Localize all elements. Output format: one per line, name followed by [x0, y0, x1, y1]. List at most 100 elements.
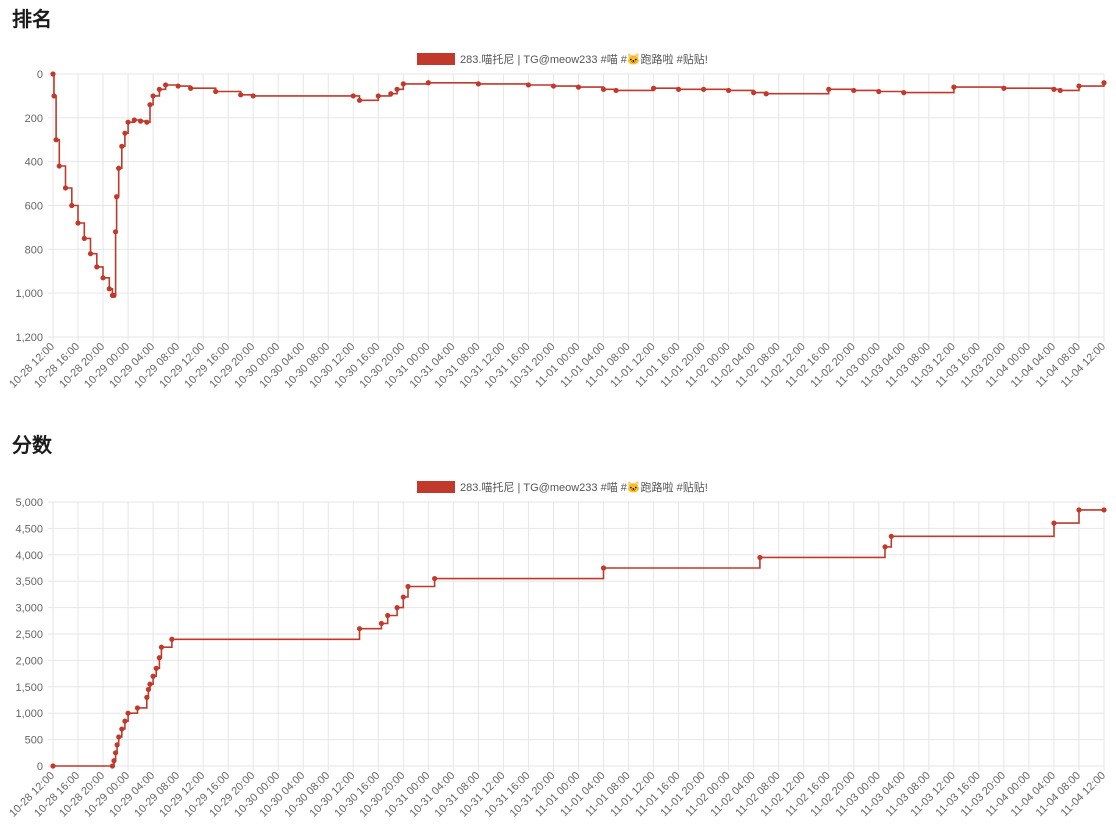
data-point[interactable]	[188, 85, 194, 91]
data-point[interactable]	[1051, 86, 1057, 92]
data-point[interactable]	[901, 90, 907, 96]
data-point[interactable]	[114, 194, 120, 200]
data-point[interactable]	[119, 143, 125, 149]
data-point[interactable]	[550, 83, 557, 89]
rank-chart: 283.喵托尼 | TG@meow233 #喵 #🐱跑路啦 #贴贴! 0 200 40…	[7, 52, 1108, 391]
data-point[interactable]	[356, 626, 363, 632]
data-point[interactable]	[600, 86, 607, 92]
data-point[interactable]	[156, 655, 162, 661]
data-point[interactable]	[1076, 83, 1082, 89]
data-point[interactable]	[153, 665, 159, 671]
data-point[interactable]	[62, 185, 69, 191]
data-point[interactable]	[56, 163, 62, 169]
data-point[interactable]	[150, 93, 156, 99]
data-point[interactable]	[238, 92, 244, 98]
data-point[interactable]	[405, 583, 411, 590]
data-point[interactable]	[1101, 507, 1107, 513]
data-point[interactable]	[131, 117, 137, 123]
data-point[interactable]	[109, 763, 116, 769]
data-point[interactable]	[851, 87, 857, 94]
data-point[interactable]	[432, 575, 438, 582]
data-point[interactable]	[826, 86, 832, 92]
data-point[interactable]	[53, 137, 59, 143]
data-point[interactable]	[50, 763, 56, 769]
data-point[interactable]	[156, 86, 162, 92]
data-point[interactable]	[125, 119, 131, 125]
data-point[interactable]	[394, 605, 400, 611]
data-point[interactable]	[112, 750, 119, 756]
data-point[interactable]	[757, 554, 763, 561]
data-point[interactable]	[951, 84, 957, 90]
data-point[interactable]	[147, 681, 153, 687]
data-point[interactable]	[150, 673, 156, 679]
data-point[interactable]	[888, 533, 894, 539]
data-point[interactable]	[125, 710, 131, 716]
legend: 283.喵托尼 | TG@meow233 #喵 #🐱跑路啦 #贴贴!	[417, 480, 708, 494]
data-point[interactable]	[213, 88, 219, 95]
data-point[interactable]	[378, 620, 385, 627]
data-point[interactable]	[394, 86, 400, 92]
data-point[interactable]	[147, 102, 153, 108]
data-point[interactable]	[122, 718, 128, 724]
data-point[interactable]	[1101, 80, 1107, 86]
data-point[interactable]	[134, 705, 141, 711]
data-point[interactable]	[111, 758, 117, 764]
data-point[interactable]	[375, 93, 381, 99]
data-point[interactable]	[1001, 85, 1007, 91]
data-point[interactable]	[613, 87, 619, 94]
y-tick-label: 800	[25, 244, 43, 256]
data-point[interactable]	[114, 742, 120, 748]
data-point[interactable]	[425, 80, 431, 86]
data-point[interactable]	[1051, 520, 1057, 526]
data-point[interactable]	[388, 91, 394, 97]
y-tick-label: 1,000	[15, 288, 43, 300]
data-point[interactable]	[100, 275, 106, 281]
data-point[interactable]	[250, 93, 256, 99]
data-point[interactable]	[111, 292, 117, 298]
data-point[interactable]	[600, 565, 607, 571]
data-point[interactable]	[158, 644, 165, 650]
data-point[interactable]	[75, 220, 81, 226]
data-point[interactable]	[116, 165, 122, 171]
data-point[interactable]	[1057, 87, 1063, 94]
data-point[interactable]	[356, 97, 363, 103]
data-point[interactable]	[475, 81, 482, 87]
data-point[interactable]	[122, 130, 128, 136]
data-point[interactable]	[525, 82, 532, 88]
data-point[interactable]	[726, 87, 732, 94]
y-tick-label: 3,000	[15, 603, 43, 615]
data-point[interactable]	[112, 229, 119, 235]
data-point[interactable]	[119, 726, 125, 732]
data-point[interactable]	[145, 686, 152, 693]
data-point[interactable]	[876, 88, 882, 95]
data-point[interactable]	[575, 84, 582, 90]
data-point[interactable]	[400, 594, 406, 600]
data-point[interactable]	[94, 264, 100, 270]
data-point[interactable]	[763, 91, 769, 97]
data-point[interactable]	[169, 636, 175, 642]
data-point[interactable]	[400, 81, 406, 87]
legend: 283.喵托尼 | TG@meow233 #喵 #🐱跑路啦 #贴贴!	[417, 52, 708, 66]
data-point[interactable]	[675, 86, 682, 92]
data-point[interactable]	[175, 83, 181, 89]
data-point[interactable]	[163, 82, 169, 88]
data-point[interactable]	[882, 544, 888, 550]
data-point[interactable]	[87, 251, 94, 257]
legend-label: 283.喵托尼 | TG@meow233 #喵 #🐱跑路啦 #贴贴!	[460, 52, 708, 66]
data-point[interactable]	[1076, 507, 1082, 513]
data-point[interactable]	[81, 235, 87, 241]
data-point[interactable]	[116, 734, 122, 740]
data-point[interactable]	[106, 286, 112, 292]
data-point[interactable]	[144, 119, 150, 125]
data-point[interactable]	[69, 202, 75, 209]
data-point[interactable]	[701, 86, 707, 92]
data-point[interactable]	[50, 71, 56, 77]
data-point[interactable]	[650, 85, 657, 91]
data-point[interactable]	[137, 118, 144, 124]
data-point[interactable]	[385, 612, 391, 619]
y-tick-label: 600	[25, 201, 43, 213]
data-point[interactable]	[751, 90, 757, 96]
data-point[interactable]	[144, 694, 150, 700]
data-point[interactable]	[350, 93, 356, 99]
data-point[interactable]	[51, 93, 57, 99]
